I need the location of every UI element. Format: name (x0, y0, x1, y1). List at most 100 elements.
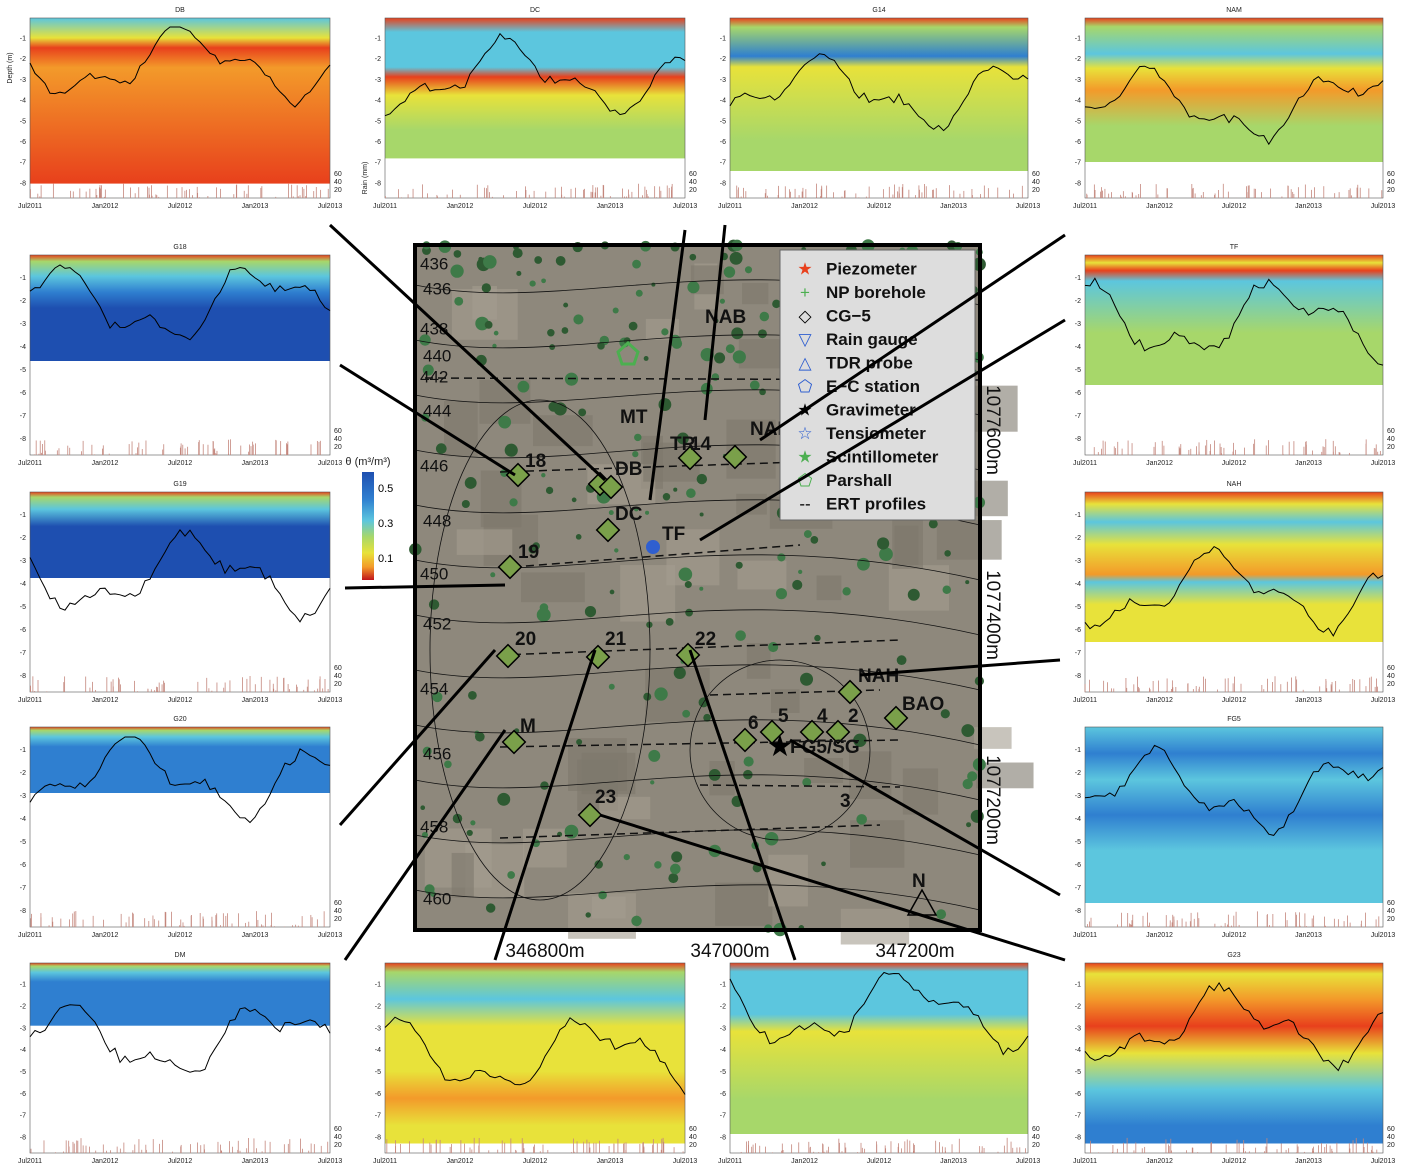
tree (633, 506, 639, 512)
contour-label: 454 (420, 679, 448, 698)
site-label: TF (662, 524, 685, 545)
tree (967, 771, 978, 782)
depth-tick: -4 (20, 816, 26, 823)
rain-tick: 20 (1387, 916, 1395, 923)
time-tick: Jan2012 (791, 1158, 818, 1165)
heatmap (1085, 255, 1383, 385)
tree (612, 307, 619, 314)
tree (777, 553, 786, 562)
heatmap (1085, 963, 1383, 1144)
tree (541, 473, 546, 478)
tree (517, 380, 530, 393)
northing-label: 1077400m (982, 570, 1003, 660)
depth-tick: -7 (720, 1113, 726, 1120)
depth-tick: -2 (1075, 770, 1081, 777)
time-tick: Jul2013 (318, 460, 343, 467)
tree (481, 283, 491, 293)
depth-tick: -8 (1075, 180, 1081, 187)
rain-tick: 40 (1387, 908, 1395, 915)
time-tick: Jan2013 (940, 1158, 967, 1165)
site-label: 3 (840, 791, 851, 812)
tree (719, 298, 725, 304)
cg5-site (497, 554, 523, 580)
legend-label: ERT profiles (826, 494, 926, 513)
tree (507, 871, 516, 879)
time-tick: Jul2012 (1222, 460, 1247, 467)
connector (338, 649, 497, 826)
rain-tick: 40 (334, 673, 342, 680)
tree (648, 749, 661, 762)
ert-profile (699, 784, 901, 788)
rain-tick: 20 (689, 187, 697, 194)
tree (444, 760, 452, 769)
cg5-site (501, 729, 527, 755)
contour (689, 659, 871, 841)
tree (584, 606, 597, 618)
depth-tick: -2 (1075, 1004, 1081, 1011)
site-label: 23 (595, 787, 616, 808)
tree (483, 255, 497, 269)
tree (422, 364, 434, 376)
tree (635, 289, 643, 297)
water-table (1084, 277, 1384, 366)
tree (484, 320, 493, 329)
tree (764, 831, 779, 846)
cg5-site (759, 719, 785, 745)
connector (703, 224, 727, 421)
contour-label: 460 (423, 889, 451, 908)
tree (699, 586, 704, 591)
tree (879, 547, 893, 562)
tree (687, 281, 700, 294)
cg5-site (825, 719, 851, 745)
site-label: 19 (518, 542, 539, 563)
tree (478, 256, 483, 262)
legend-label: TDR probe (826, 353, 913, 372)
panel: DB -1 -2 -3 -4 -5 -6 -7 -8 Jul2011 Jan2012 Jul2012 J… (7, 7, 343, 210)
frame (1084, 962, 1384, 1154)
rain-tick: 40 (334, 908, 342, 915)
depth-tick: -6 (375, 1091, 381, 1098)
site-label: 4 (817, 706, 828, 727)
panel: G23 -1 -2 -3 -4 -5 -6 -7 -8 Jul2011 Jan2012 Jul2012… (1073, 952, 1395, 1165)
tree (668, 873, 679, 884)
tree (498, 415, 512, 429)
depth-tick: -3 (375, 1025, 381, 1032)
depth-tick: -5 (720, 1069, 726, 1076)
tree (965, 580, 970, 585)
field (976, 762, 1034, 789)
depth-tick: -1 (20, 275, 26, 282)
depth-tick: -8 (1075, 908, 1081, 915)
depth-tick: -6 (20, 139, 26, 146)
tree (928, 519, 938, 529)
connector (339, 363, 516, 477)
site-label: FG5/SG (790, 737, 860, 758)
depth-tick: -8 (20, 1135, 26, 1142)
time-tick: Jan2013 (242, 697, 269, 704)
time-tick: Jan2013 (242, 1158, 269, 1165)
depth-tick: -3 (375, 77, 381, 84)
time-tick: Jul2013 (1371, 203, 1396, 210)
frame (729, 17, 1029, 199)
panel: -1 -2 -3 -4 -5 -6 -7 -8 Jul2011 Jan2012 Jul2012 Jan… (718, 962, 1040, 1165)
rain-tick: 60 (1387, 665, 1395, 672)
legend-symbol: ★ (797, 447, 812, 466)
time-tick: Jul2011 (1073, 932, 1097, 939)
tree (561, 327, 569, 334)
rain-tick: 40 (1032, 179, 1040, 186)
cg5-site (577, 802, 603, 828)
legend-symbol: ⬠ (798, 377, 813, 396)
depth-tick: -1 (375, 982, 381, 989)
water-table (729, 53, 1029, 132)
connector (648, 229, 687, 501)
connector (789, 738, 1061, 897)
rain-tick: 40 (689, 1134, 697, 1141)
tree (853, 733, 867, 747)
tree (454, 296, 464, 306)
field (840, 908, 910, 945)
tree (650, 780, 655, 785)
connector (344, 583, 506, 590)
site-label: 5 (778, 706, 789, 727)
tree (686, 488, 696, 499)
legend-symbol: ◇ (798, 306, 812, 325)
